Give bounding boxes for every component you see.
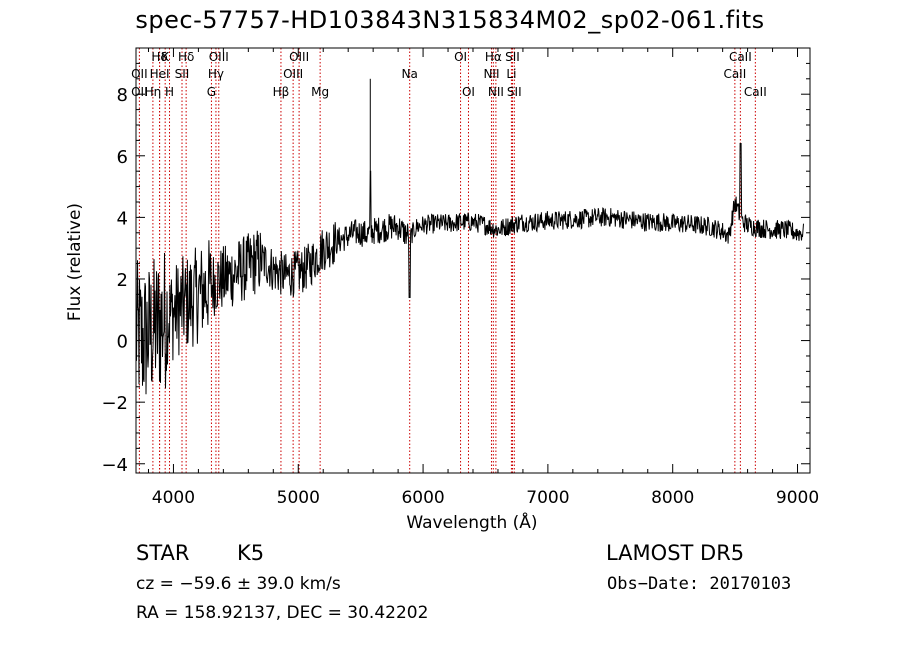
- x-tick-label: 8000: [651, 488, 694, 508]
- object-class: STAR: [136, 541, 190, 565]
- line-label: H: [165, 85, 174, 99]
- x-tick-label: 6000: [401, 488, 444, 508]
- line-label: NII: [483, 67, 499, 81]
- line-label: K: [161, 50, 170, 64]
- line-label: OIII: [283, 67, 303, 81]
- y-axis-label: Flux (relative): [65, 203, 85, 321]
- x-tick-label: 4000: [152, 488, 195, 508]
- plot-frame: [135, 47, 811, 474]
- y-tick-label: 6: [117, 147, 128, 168]
- line-label: Hη: [145, 85, 162, 99]
- line-label: SII: [505, 50, 520, 64]
- line-label: OIII: [209, 50, 229, 64]
- line-label: OII: [131, 85, 148, 99]
- line-label: Na: [402, 67, 418, 81]
- line-label: Mg: [311, 85, 329, 99]
- observation-date: Obs−Date: 20170103: [607, 574, 792, 594]
- y-tick-label: −4: [101, 455, 128, 476]
- line-label: CaII: [744, 85, 767, 99]
- line-label: Hδ: [151, 50, 167, 64]
- emission-line-markers: [138, 48, 756, 473]
- x-tick-label: 5000: [277, 488, 320, 508]
- line-label: OI: [462, 85, 475, 99]
- x-axis-ticks: 4000 5000 6000 7000 8000 9000: [147, 48, 819, 508]
- y-tick-label: 2: [117, 270, 128, 291]
- y-tick-label: 4: [117, 208, 128, 229]
- line-label: Li: [506, 67, 516, 81]
- y-tick-label: 0: [117, 332, 128, 353]
- line-label: OII: [131, 67, 148, 81]
- x-axis-label: Wavelength (Å): [406, 511, 537, 533]
- line-label: HeI: [150, 67, 170, 81]
- object-subclass: K5: [237, 541, 265, 565]
- y-tick-label: −2: [101, 393, 128, 414]
- survey-name: LAMOST DR5: [606, 541, 745, 565]
- line-label: CaII: [723, 67, 746, 81]
- x-tick-label: 9000: [776, 488, 819, 508]
- chart-title: spec-57757-HD103843N315834M02_sp02-061.f…: [135, 6, 765, 34]
- y-tick-label: 8: [117, 85, 128, 106]
- line-label: OI: [454, 50, 467, 64]
- line-label: Hβ: [273, 85, 290, 99]
- redshift-velocity: cz = −59.6 ± 39.0 km/s: [136, 574, 341, 594]
- line-label: SII: [175, 67, 190, 81]
- line-label: Hα: [485, 50, 502, 64]
- line-label: CaII: [729, 50, 752, 64]
- x-tick-label: 7000: [526, 488, 569, 508]
- line-label: OIII: [289, 50, 309, 64]
- line-label: Hδ: [178, 50, 194, 64]
- line-label: SII: [507, 85, 522, 99]
- spectrum-series-line: [135, 140, 804, 395]
- line-label: Hγ: [208, 67, 224, 81]
- line-label: G: [207, 85, 216, 99]
- line-label: NII: [488, 85, 504, 99]
- y-axis-ticks: −4 −2 0 2 4 6 8: [101, 62, 810, 476]
- coordinates: RA = 158.92137, DEC = 30.42202: [136, 603, 429, 623]
